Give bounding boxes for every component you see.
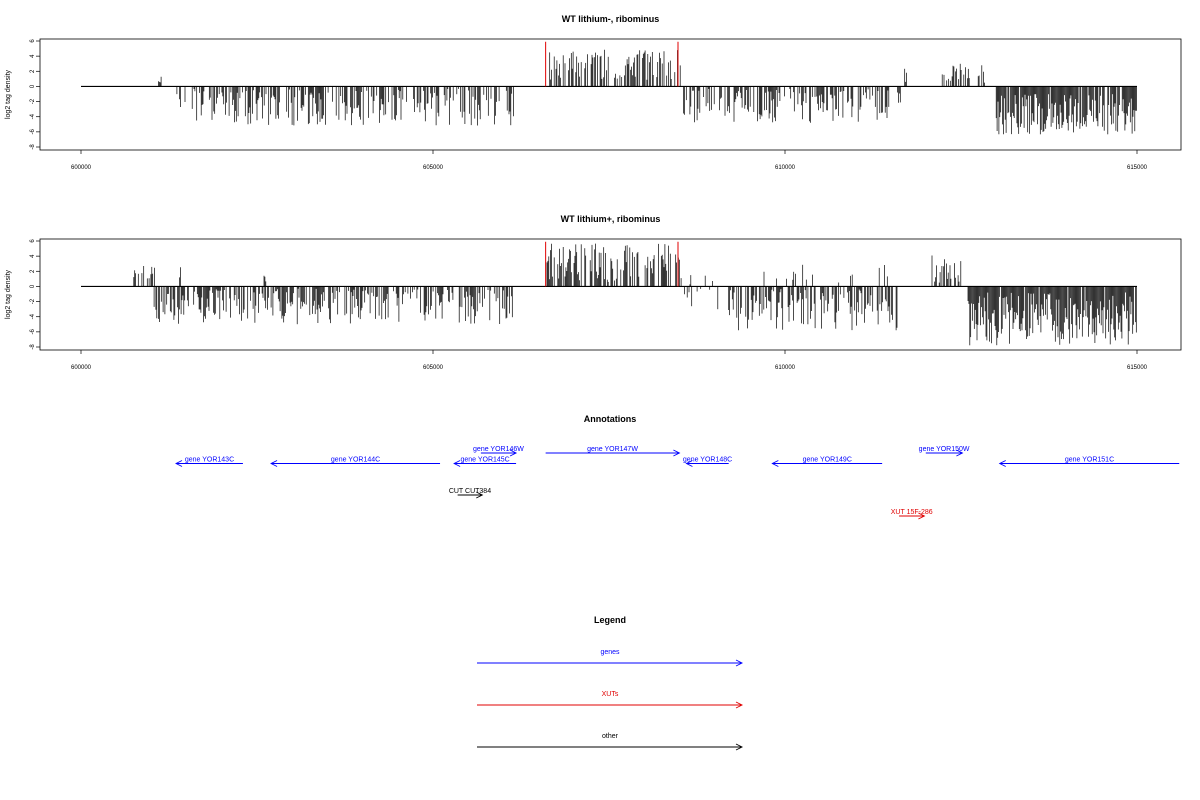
track-panel-2: WT lithium+, ribominus 6 4 2 0 -2 -4 -6 -8 log2 t…	[5, 214, 1182, 371]
feature-label: XUT 15F-286	[891, 509, 933, 516]
density-bars	[158, 49, 1137, 135]
feature-label: gene YOR143C	[185, 457, 234, 464]
feature-gene-yor144c: gene YOR144C	[270, 457, 441, 467]
y-tick-label: 4	[30, 54, 36, 58]
feature-gene-yor146w: gene YOR146W	[473, 446, 524, 457]
y-axis-label: log2 tag density	[5, 69, 12, 119]
feature-label: gene YOR147W	[587, 446, 638, 453]
y-tick-label: -4	[30, 313, 36, 319]
feature-arrowhead	[771, 460, 779, 467]
feature-gene-yor147w: gene YOR147W	[545, 446, 681, 457]
feature-gene-yor148c: gene YOR148C	[683, 457, 732, 467]
feature-label: gene YOR146W	[473, 446, 524, 453]
feature-arrowhead	[685, 460, 693, 467]
feature-label: gene YOR150W	[919, 446, 970, 453]
feature-arrowhead	[998, 460, 1006, 467]
feature-gene-yor151c: gene YOR151C	[998, 457, 1180, 467]
feature-label: gene YOR145C	[460, 457, 509, 464]
feature-arrowhead	[956, 449, 964, 457]
y-tick-label: -2	[30, 298, 36, 304]
legend-item-xuts: XUTs	[477, 691, 744, 709]
track-title: WT lithium-, ribominus	[562, 14, 660, 24]
y-tick-label: -2	[30, 98, 36, 104]
legend-title: Legend	[594, 615, 626, 625]
y-tick-label: -6	[30, 129, 36, 135]
feature-gene-yor143c: gene YOR143C	[175, 457, 243, 467]
legend-label: XUTs	[602, 691, 619, 698]
y-tick-label: 0	[30, 284, 36, 288]
y-tick-label: -8	[30, 344, 36, 350]
feature-arrowhead	[453, 460, 461, 467]
y-tick-label: -8	[30, 144, 36, 150]
x-tick-label: 610000	[775, 165, 796, 171]
x-tick-label: 615000	[1127, 165, 1148, 171]
legend-arrowhead	[735, 743, 744, 751]
feature-label: gene YOR148C	[683, 457, 732, 464]
feature-gene-yor150w: gene YOR150W	[919, 446, 970, 457]
feature-label: gene YOR144C	[331, 457, 380, 464]
track-panel-1: WT lithium-, ribominus 6 4 2 0 -2 -4 -6 -8 log2 t…	[5, 14, 1182, 171]
x-tick-label: 600000	[71, 165, 92, 171]
y-tick-label: -6	[30, 329, 36, 335]
feature-arrowhead	[476, 491, 484, 499]
feature-label: gene YOR149C	[803, 457, 852, 464]
y-tick-label: 4	[30, 254, 36, 258]
legend-panel: Legend genes XUTs other	[477, 615, 744, 751]
x-tick-label: 610000	[775, 365, 796, 371]
legend-label: other	[602, 733, 619, 740]
y-tick-label: 2	[30, 69, 36, 73]
feature-label: CUT CUT384	[449, 488, 491, 495]
feature-arrowhead	[270, 460, 278, 467]
y-axis-label: log2 tag density	[5, 269, 12, 319]
y-tick-label: -4	[30, 113, 36, 119]
legend-label: genes	[600, 649, 620, 656]
x-tick-label: 605000	[423, 165, 444, 171]
legend-item-other: other	[477, 733, 744, 751]
feature-cut-cut384: CUT CUT384	[449, 488, 491, 499]
feature-xut-15f-286: XUT 15F-286	[891, 509, 933, 520]
legend-arrowhead	[735, 701, 744, 709]
x-tick-label: 600000	[71, 365, 92, 371]
feature-arrowhead	[918, 512, 926, 520]
feature-gene-yor149c: gene YOR149C	[771, 457, 883, 467]
feature-arrowhead	[175, 460, 183, 467]
y-tick-label: 2	[30, 269, 36, 273]
feature-label: gene YOR151C	[1065, 457, 1114, 464]
y-tick-label: 6	[30, 39, 36, 43]
track-title: WT lithium+, ribominus	[561, 214, 661, 224]
annotations-title: Annotations	[584, 414, 637, 424]
plot-frame	[39, 38, 1182, 151]
y-tick-label: 6	[30, 239, 36, 243]
legend-arrowhead	[735, 659, 744, 667]
density-bars	[133, 243, 1137, 346]
legend-item-genes: genes	[477, 649, 744, 667]
plot-frame	[39, 238, 1182, 351]
y-tick-label: 0	[30, 84, 36, 88]
annotations-panel: Annotations gene YOR143C gene YOR144C gene …	[175, 414, 1180, 520]
x-tick-label: 605000	[423, 365, 444, 371]
feature-gene-yor145c: gene YOR145C	[453, 457, 517, 467]
feature-arrowhead	[673, 449, 681, 457]
feature-arrowhead	[509, 449, 518, 457]
x-tick-label: 615000	[1127, 365, 1148, 371]
